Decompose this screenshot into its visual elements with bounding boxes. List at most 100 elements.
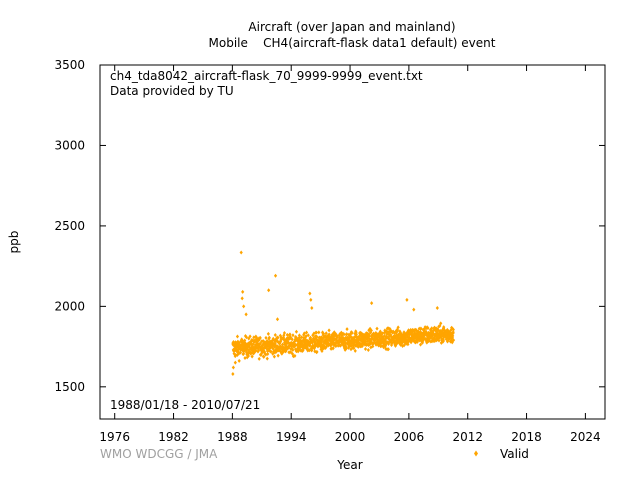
data-point [411,338,416,343]
data-point [362,332,366,337]
data-point [235,334,240,339]
data-point [264,335,268,340]
data-point [435,305,439,310]
y-axis: 1500 2000 2500 3000 3500 [54,58,605,394]
data-point [424,329,428,334]
data-point [442,325,446,330]
data-point [359,341,363,346]
data-point [381,335,385,340]
data-point [231,365,235,370]
data-point [441,338,446,343]
data-point [311,333,315,338]
data-point [319,338,323,343]
data-point [345,335,350,340]
data-point [413,330,417,335]
data-point [304,337,308,342]
data-point [405,297,409,302]
data-point [350,330,354,335]
data-point [233,352,237,357]
data-point [265,340,269,345]
x-tick-label: 2024 [570,430,601,444]
data-point [425,336,429,341]
data-point [449,328,453,333]
data-point [370,335,374,340]
data-point [423,333,427,338]
data-point [369,345,373,350]
legend: Valid [474,447,529,461]
data-point [237,358,241,363]
legend-marker [474,450,478,457]
data-point [304,334,308,339]
data-point [324,345,328,350]
data-point [415,328,419,333]
x-tick-label: 2006 [394,430,425,444]
data-point [264,344,269,349]
data-point [240,296,244,301]
data-point [256,348,261,353]
data-point [300,344,305,349]
data-point [305,345,309,350]
data-point [290,351,295,356]
data-point [262,350,267,355]
data-point [307,348,312,353]
data-point [302,336,306,341]
data-point [297,335,301,340]
data-point [387,330,391,335]
data-point [290,337,294,342]
data-point [294,329,299,334]
data-point [391,329,395,334]
data-point [451,333,455,338]
data-point [360,339,364,344]
data-point [365,343,369,348]
data-point [276,345,280,350]
data-point [342,332,346,337]
data-point [243,356,247,361]
data-point [283,343,288,348]
data-point [355,336,360,341]
data-point [448,333,452,338]
y-axis-label: ppb [7,231,21,254]
data-point [409,330,414,335]
data-point [321,331,326,336]
data-point [386,347,390,352]
data-point [258,335,262,340]
data-point [297,340,301,345]
data-point [414,340,418,345]
data-point [266,351,270,356]
data-point [428,327,433,332]
data-point [373,340,377,345]
data-point [261,342,265,347]
data-point [291,340,296,345]
data-point [386,340,390,345]
data-point [371,344,375,349]
data-point [314,336,318,341]
y-tick-label: 2000 [54,299,85,313]
data-point [377,332,381,337]
data-point [376,340,380,345]
data-point [318,344,322,349]
data-point [434,331,438,336]
data-point [418,342,423,347]
data-point [417,326,421,331]
data-point [344,346,349,351]
data-point [368,326,372,331]
data-point [287,350,291,355]
data-point [365,331,369,336]
chart-title-line1: Aircraft (over Japan and mainland) [248,20,455,34]
credit-label: WMO WDCGG / JMA [100,447,218,461]
data-point [403,331,407,336]
x-tick-label: 1982 [158,430,189,444]
data-point [321,330,325,335]
data-point [355,343,359,348]
data-point [446,329,451,334]
data-point [402,335,406,340]
data-point [305,340,309,345]
data-point [272,354,276,359]
data-point [384,329,389,334]
data-point [369,328,373,333]
data-point [367,336,371,341]
data-point [266,331,270,336]
data-point [296,345,300,350]
data-points [231,250,456,376]
